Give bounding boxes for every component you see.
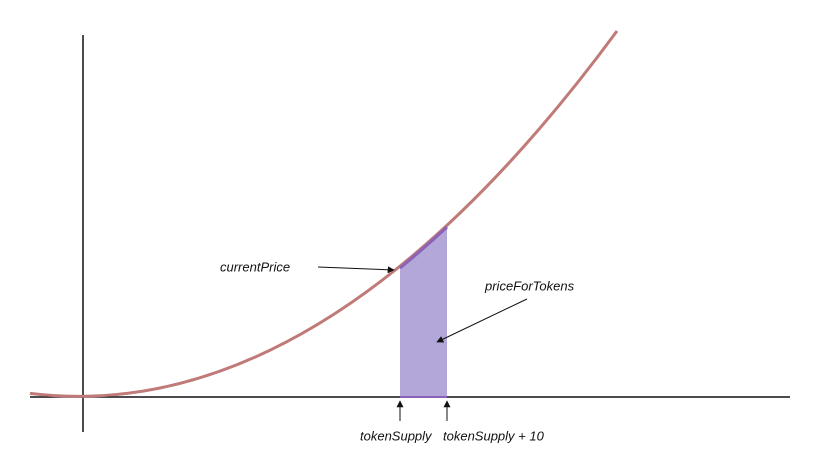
label-current-price: currentPrice: [220, 259, 290, 274]
label-token-supply: tokenSupply: [360, 428, 433, 443]
label-price-for-tokens: priceForTokens: [484, 278, 575, 293]
price-curve: [29, 30, 619, 398]
arrow: [317, 266, 395, 274]
label-token-supply-plus: tokenSupply + 10: [443, 428, 545, 443]
curve-segment: [399, 225, 449, 270]
shaded-area: [400, 227, 447, 397]
arrow: [436, 298, 528, 343]
